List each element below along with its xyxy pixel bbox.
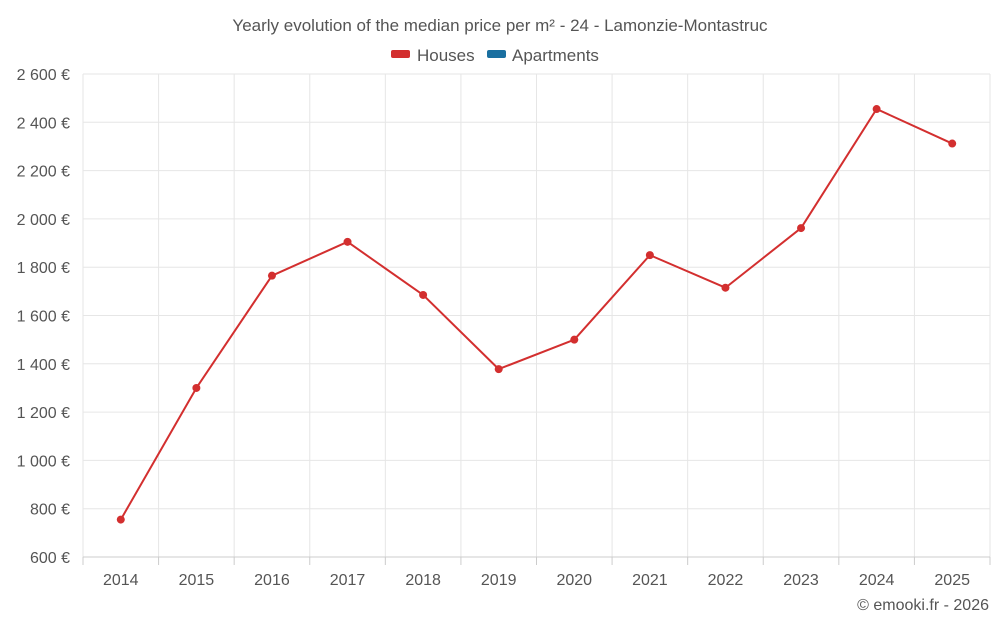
x-tick-label: 2018 xyxy=(405,572,441,589)
legend-swatch-houses xyxy=(391,50,410,58)
x-tick-label: 2019 xyxy=(481,572,517,589)
data-point-2015[interactable] xyxy=(192,383,201,392)
data-point-2021[interactable] xyxy=(645,251,654,260)
y-tick-label: 2 400 € xyxy=(17,115,70,132)
legend-swatch-apartments xyxy=(487,50,506,58)
x-tick-label: 2023 xyxy=(783,572,819,589)
x-tick-label: 2021 xyxy=(632,572,668,589)
x-tick-label: 2014 xyxy=(103,572,139,589)
data-point-2020[interactable] xyxy=(570,335,579,344)
x-tick-label: 2017 xyxy=(330,572,366,589)
series-line-houses xyxy=(119,108,953,521)
data-point-2016[interactable] xyxy=(267,271,276,280)
data-point-2018[interactable] xyxy=(419,290,428,299)
y-tick-label: 1 400 € xyxy=(17,357,70,374)
y-tick-label: 1 800 € xyxy=(17,260,70,277)
legend-label-apartments: Apartments xyxy=(512,46,599,65)
legend: Houses Apartments xyxy=(391,46,599,65)
grid xyxy=(82,73,991,557)
x-tick-label: 2024 xyxy=(859,572,895,589)
x-tick-label: 2020 xyxy=(556,572,592,589)
data-point-2024[interactable] xyxy=(872,105,881,114)
data-point-2023[interactable] xyxy=(797,224,806,233)
y-tick-label: 600 € xyxy=(30,550,70,567)
x-axis: 2014 2015 2016 2017 2018 2019 2020 2021 2022 2023… xyxy=(82,556,991,589)
y-tick-label: 2 200 € xyxy=(17,164,70,181)
y-tick-label: 1 200 € xyxy=(17,405,70,422)
x-tick-label: 2022 xyxy=(708,572,744,589)
x-tick-label: 2016 xyxy=(254,572,290,589)
credit-text: © emooki.fr - 2026 xyxy=(857,597,989,614)
data-point-2019[interactable] xyxy=(494,365,503,374)
series-houses xyxy=(116,105,957,524)
y-tick-label: 2 000 € xyxy=(17,212,70,229)
legend-item-apartments[interactable]: Apartments xyxy=(487,46,599,65)
chart-title: Yearly evolution of the median price per… xyxy=(232,16,768,35)
data-point-2014[interactable] xyxy=(116,515,125,524)
y-tick-label: 1 000 € xyxy=(17,453,70,470)
y-tick-label: 800 € xyxy=(30,502,70,519)
data-point-2017[interactable] xyxy=(343,237,352,246)
legend-item-houses[interactable]: Houses xyxy=(391,46,475,65)
y-tick-label: 2 600 € xyxy=(17,67,70,84)
data-point-2025[interactable] xyxy=(948,139,957,148)
x-tick-label: 2025 xyxy=(934,572,970,589)
legend-label-houses: Houses xyxy=(417,46,475,65)
x-tick-label: 2015 xyxy=(179,572,215,589)
y-axis: 600 € 800 € 1 000 € 1 200 € 1 400 € 1 600 € 1 … xyxy=(17,67,70,567)
y-tick-label: 1 600 € xyxy=(17,309,70,326)
data-point-2022[interactable] xyxy=(721,283,730,292)
